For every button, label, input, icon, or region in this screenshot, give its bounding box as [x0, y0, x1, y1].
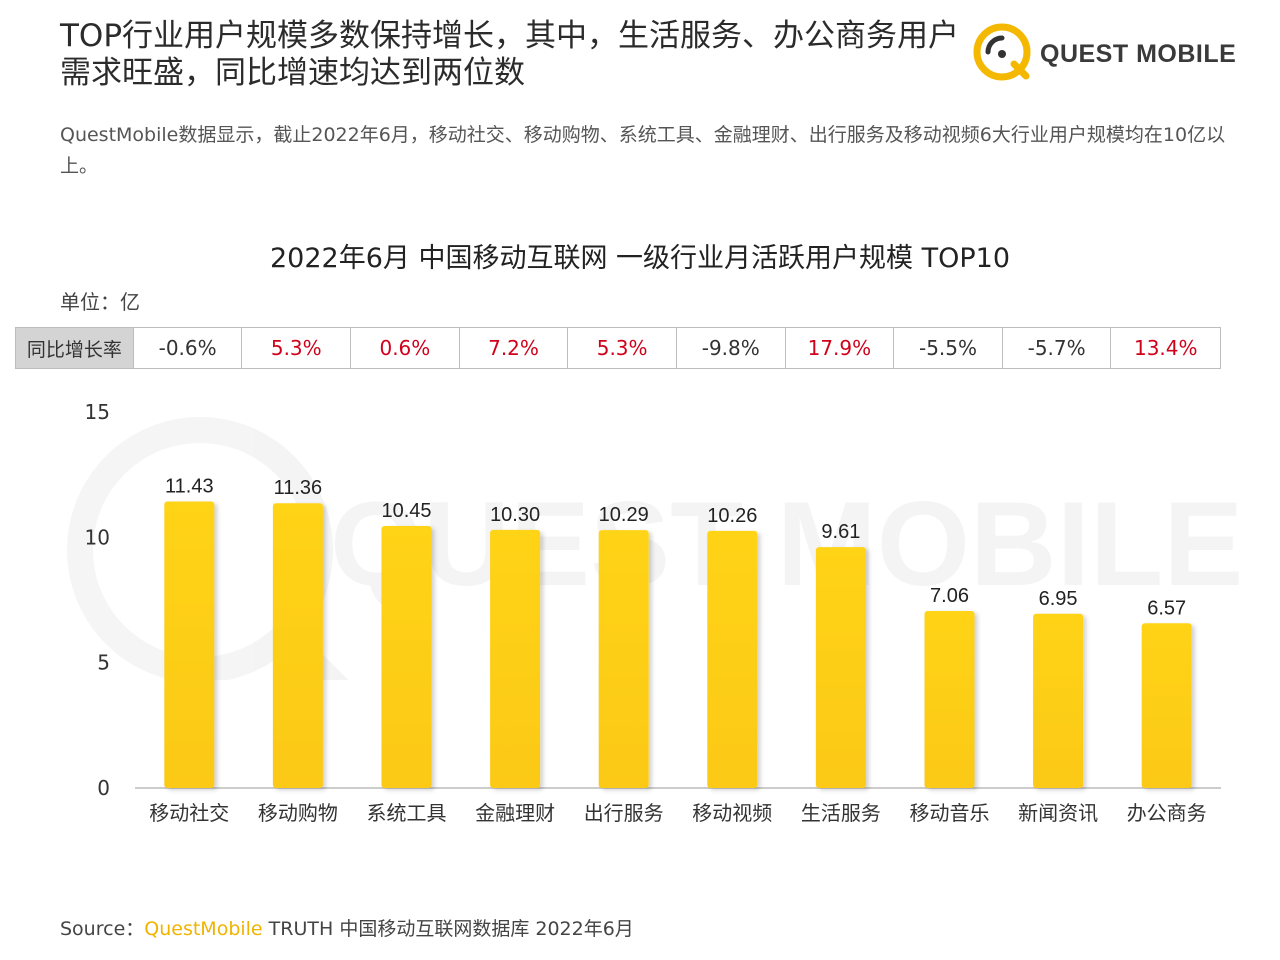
- bar-value-label-9: 6.95: [1039, 588, 1078, 610]
- page-headline: TOP行业用户规模多数保持增长，其中，生活服务、办公商务用户需求旺盛，同比增速均…: [60, 18, 960, 91]
- x-tick-label-10: 办公商务: [1127, 801, 1207, 825]
- chart-title: 2022年6月 中国移动互联网 一级行业月活跃用户规模 TOP10: [269, 243, 1011, 274]
- bar-3: [381, 526, 432, 788]
- logo-text: QUEST MOBILE: [1040, 40, 1237, 68]
- bar-5: [598, 530, 649, 788]
- questmobile-logo: QUEST MOBILE: [970, 20, 1240, 90]
- x-tick-label-3: 系统工具: [367, 801, 447, 825]
- bar-value-label-6: 10.26: [707, 505, 757, 527]
- x-tick-label-8: 移动音乐: [910, 801, 990, 825]
- yoy-value-10: 13.4%: [1133, 336, 1198, 360]
- bar-value-label-8: 7.06: [930, 585, 969, 607]
- bar-value-label-4: 10.30: [490, 504, 540, 526]
- x-tick-label-1: 移动社交: [149, 801, 229, 825]
- source-footer: Source：QuestMobile TRUTH 中国移动互联网数据库 2022…: [60, 914, 634, 941]
- yoy-value-1: -0.6%: [134, 328, 243, 368]
- x-tick-label-7: 生活服务: [801, 801, 881, 825]
- x-tick-label-4: 金融理财: [475, 801, 555, 825]
- bar-7: [815, 547, 866, 788]
- yoy-value-7: 17.9%: [786, 328, 895, 368]
- page-subtitle: QuestMobile数据显示，截止2022年6月，移动社交、移动购物、系统工具…: [60, 124, 1226, 177]
- source-brand: QuestMobile: [144, 918, 263, 940]
- bar-value-label-10: 6.57: [1147, 597, 1186, 619]
- bar-10: [1141, 623, 1192, 788]
- yoy-label: 同比增长率: [16, 328, 134, 368]
- bar-8: [924, 611, 975, 788]
- yoy-value-3: 0.6%: [351, 328, 460, 368]
- bar-6: [707, 530, 758, 788]
- x-tick-label-9: 新闻资讯: [1018, 801, 1098, 825]
- questmobile-logo-icon: [973, 23, 1031, 81]
- bar-chart: 0 5 10 15 11.43 移动社交 11.36 移动购物 10.45 系统工具 10.30 金融…: [85, 400, 1221, 825]
- x-tick-label-5: 出行服务: [584, 801, 664, 825]
- bar-value-label-1: 11.43: [165, 475, 214, 497]
- yoy-value-4: 7.2%: [460, 328, 569, 368]
- x-tick-label-2: 移动购物: [258, 801, 338, 825]
- yoy-value-5: 5.3%: [568, 328, 677, 368]
- bar-2: [272, 503, 323, 788]
- bar-value-label-5: 10.29: [599, 504, 649, 526]
- bar-4: [490, 529, 541, 788]
- source-rest: TRUTH 中国移动互联网数据库 2022年6月: [262, 918, 634, 940]
- bar-value-label-7: 9.61: [821, 521, 860, 543]
- yoy-value-2: 5.3%: [242, 328, 352, 368]
- y-tick-label-0: 0: [97, 776, 110, 800]
- bar-value-label-3: 10.45: [381, 500, 431, 522]
- source-prefix: Source：: [60, 918, 145, 940]
- yoy-value-6: -9.8%: [677, 328, 786, 368]
- yoy-growth-table: 同比增长率 -0.6% 5.3% 0.6% 7.2% 5.3% -9.8% 17.9% -5.…: [15, 327, 1221, 369]
- bar-1: [164, 501, 215, 788]
- x-tick-label-6: 移动视频: [692, 801, 772, 825]
- y-tick-label-5: 5: [97, 651, 110, 675]
- yoy-value-8: -5.5%: [894, 328, 1003, 368]
- y-tick-label-10: 10: [85, 525, 110, 549]
- yoy-value-9: -5.7%: [1003, 328, 1112, 368]
- bar-value-label-2: 11.36: [274, 477, 323, 499]
- unit-label: 单位：亿: [60, 290, 140, 314]
- bar-9: [1033, 613, 1084, 788]
- y-tick-label-15: 15: [85, 400, 110, 424]
